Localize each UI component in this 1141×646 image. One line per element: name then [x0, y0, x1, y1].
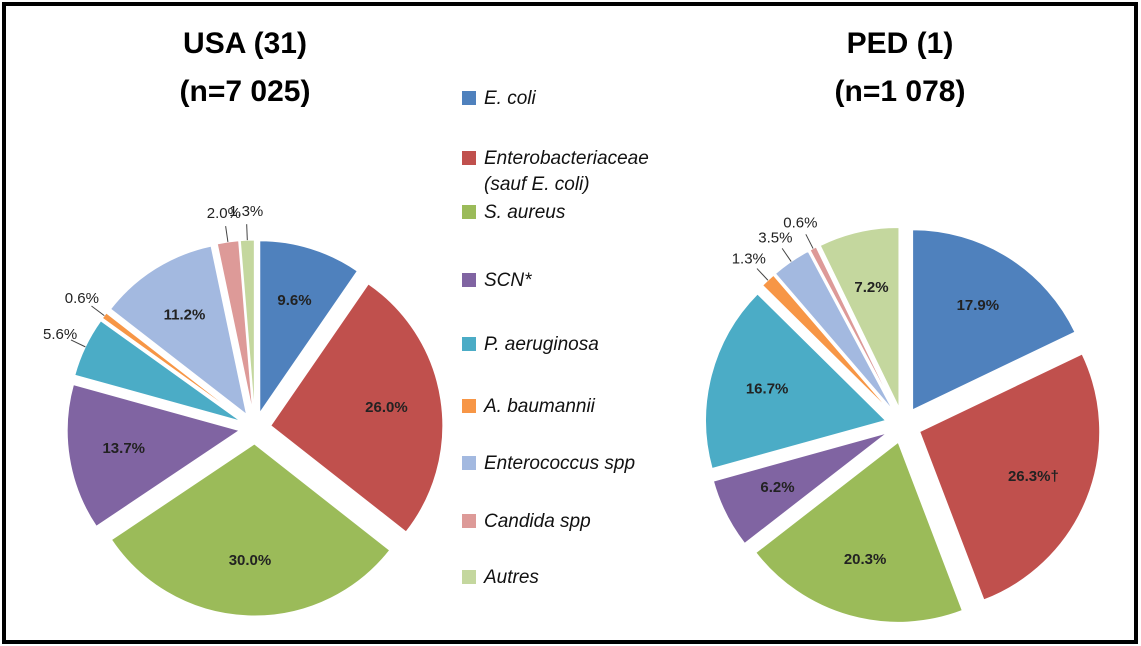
legend-item: P. aeruginosa: [462, 332, 654, 358]
legend-swatch: [462, 273, 476, 287]
pie-slice: [110, 443, 391, 617]
data-label: 2.0%: [207, 205, 241, 222]
legend-label: Enterococcus spp: [484, 453, 636, 474]
leader-line: [91, 305, 105, 316]
legend-item: Enterococcus spp: [462, 451, 654, 477]
data-label: 6.2%: [760, 479, 794, 496]
pie-slice: [109, 245, 248, 416]
legend-item: Enterobacteriaceae (sauf E. coli): [462, 146, 654, 198]
legend-item: Candida spp: [462, 509, 654, 535]
data-label: 9.6%: [277, 292, 311, 309]
leader-line: [805, 234, 814, 249]
chart-title: PED (1): [847, 27, 954, 60]
data-label: 1.3%: [732, 251, 766, 268]
chart-subtitle: (n=1 078): [835, 75, 966, 108]
legend-label: Autres: [484, 567, 539, 588]
chart-subtitle: (n=7 025): [180, 75, 311, 108]
data-label: 0.6%: [783, 215, 817, 232]
pie-slice: [819, 226, 900, 408]
legend-item: S. aureus: [462, 200, 654, 226]
legend-item: Autres: [462, 565, 654, 591]
data-label: 20.3%: [844, 551, 887, 568]
data-label: 0.6%: [65, 290, 99, 307]
leader-line: [225, 226, 229, 243]
legend-label: SCN*: [484, 270, 532, 291]
legend-label: P. aeruginosa: [484, 334, 599, 355]
leader-line: [781, 248, 792, 262]
data-label: 16.7%: [746, 381, 789, 398]
legend-swatch: [462, 205, 476, 219]
pie-slice: [101, 312, 243, 419]
legend-item: E. coli: [462, 86, 654, 112]
data-label: 17.9%: [957, 297, 1000, 314]
legend-swatch: [462, 151, 476, 165]
legend-label: A. baumannii: [484, 396, 595, 417]
chart-title: USA (31): [183, 27, 307, 60]
data-label: 7.2%: [854, 279, 888, 296]
pie-slice: [270, 283, 444, 533]
legend-item: A. baumannii: [462, 394, 654, 420]
pie-slice: [755, 441, 963, 623]
data-label: 11.2%: [164, 306, 206, 323]
pie-slice: [912, 229, 1076, 411]
data-label: 13.7%: [102, 440, 145, 457]
leader-line: [246, 224, 248, 241]
pie-slice: [712, 432, 888, 545]
pie-slice: [919, 353, 1101, 601]
data-label: 30.0%: [229, 552, 272, 569]
pie-slice: [66, 384, 241, 528]
legend-swatch: [462, 456, 476, 470]
legend-swatch: [462, 570, 476, 584]
leader-line: [756, 268, 769, 281]
pie-slice: [705, 293, 887, 470]
legend-item: SCN*: [462, 268, 654, 294]
legend-label: Enterobacteriaceae (sauf E. coli): [484, 148, 649, 195]
pie-slice: [259, 240, 359, 415]
legend-label: Candida spp: [484, 511, 591, 532]
legend-swatch: [462, 399, 476, 413]
data-label: 26.0%: [365, 399, 408, 416]
legend-swatch: [462, 514, 476, 528]
legend-swatch: [462, 337, 476, 351]
legend-label: E. coli: [484, 88, 536, 109]
data-label: 5.6%: [43, 326, 77, 343]
data-label: 1.3%: [229, 203, 263, 220]
legend-swatch: [462, 91, 476, 105]
data-label: 26.3%†: [1008, 468, 1059, 485]
legend-label: S. aureus: [484, 202, 566, 223]
data-label: 3.5%: [758, 229, 792, 246]
leader-line: [70, 339, 86, 348]
